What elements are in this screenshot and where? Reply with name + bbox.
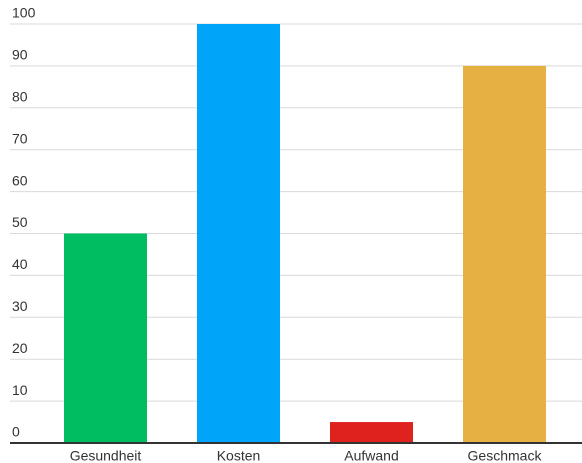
y-tick-label: 80 [12, 89, 28, 105]
bar [330, 422, 413, 443]
bar [197, 24, 280, 443]
y-tick-label: 20 [12, 340, 28, 356]
y-tick-label: 60 [12, 172, 28, 188]
bar [463, 65, 546, 444]
x-tick-label: Gesundheit [70, 448, 142, 463]
y-tick-label: 0 [12, 424, 20, 440]
x-tick-label: Kosten [217, 448, 261, 463]
y-tick-label: 70 [12, 130, 28, 146]
y-tick-label: 90 [12, 47, 28, 63]
x-tick-label: Geschmack [468, 448, 543, 463]
y-tick-label: 10 [12, 382, 28, 398]
bar [64, 233, 147, 443]
y-tick-label: 40 [12, 256, 28, 272]
y-tick-label: 30 [12, 298, 28, 314]
y-tick-label: 50 [12, 214, 28, 230]
y-tick-label: 100 [12, 5, 36, 21]
x-tick-label: Aufwand [344, 448, 398, 463]
